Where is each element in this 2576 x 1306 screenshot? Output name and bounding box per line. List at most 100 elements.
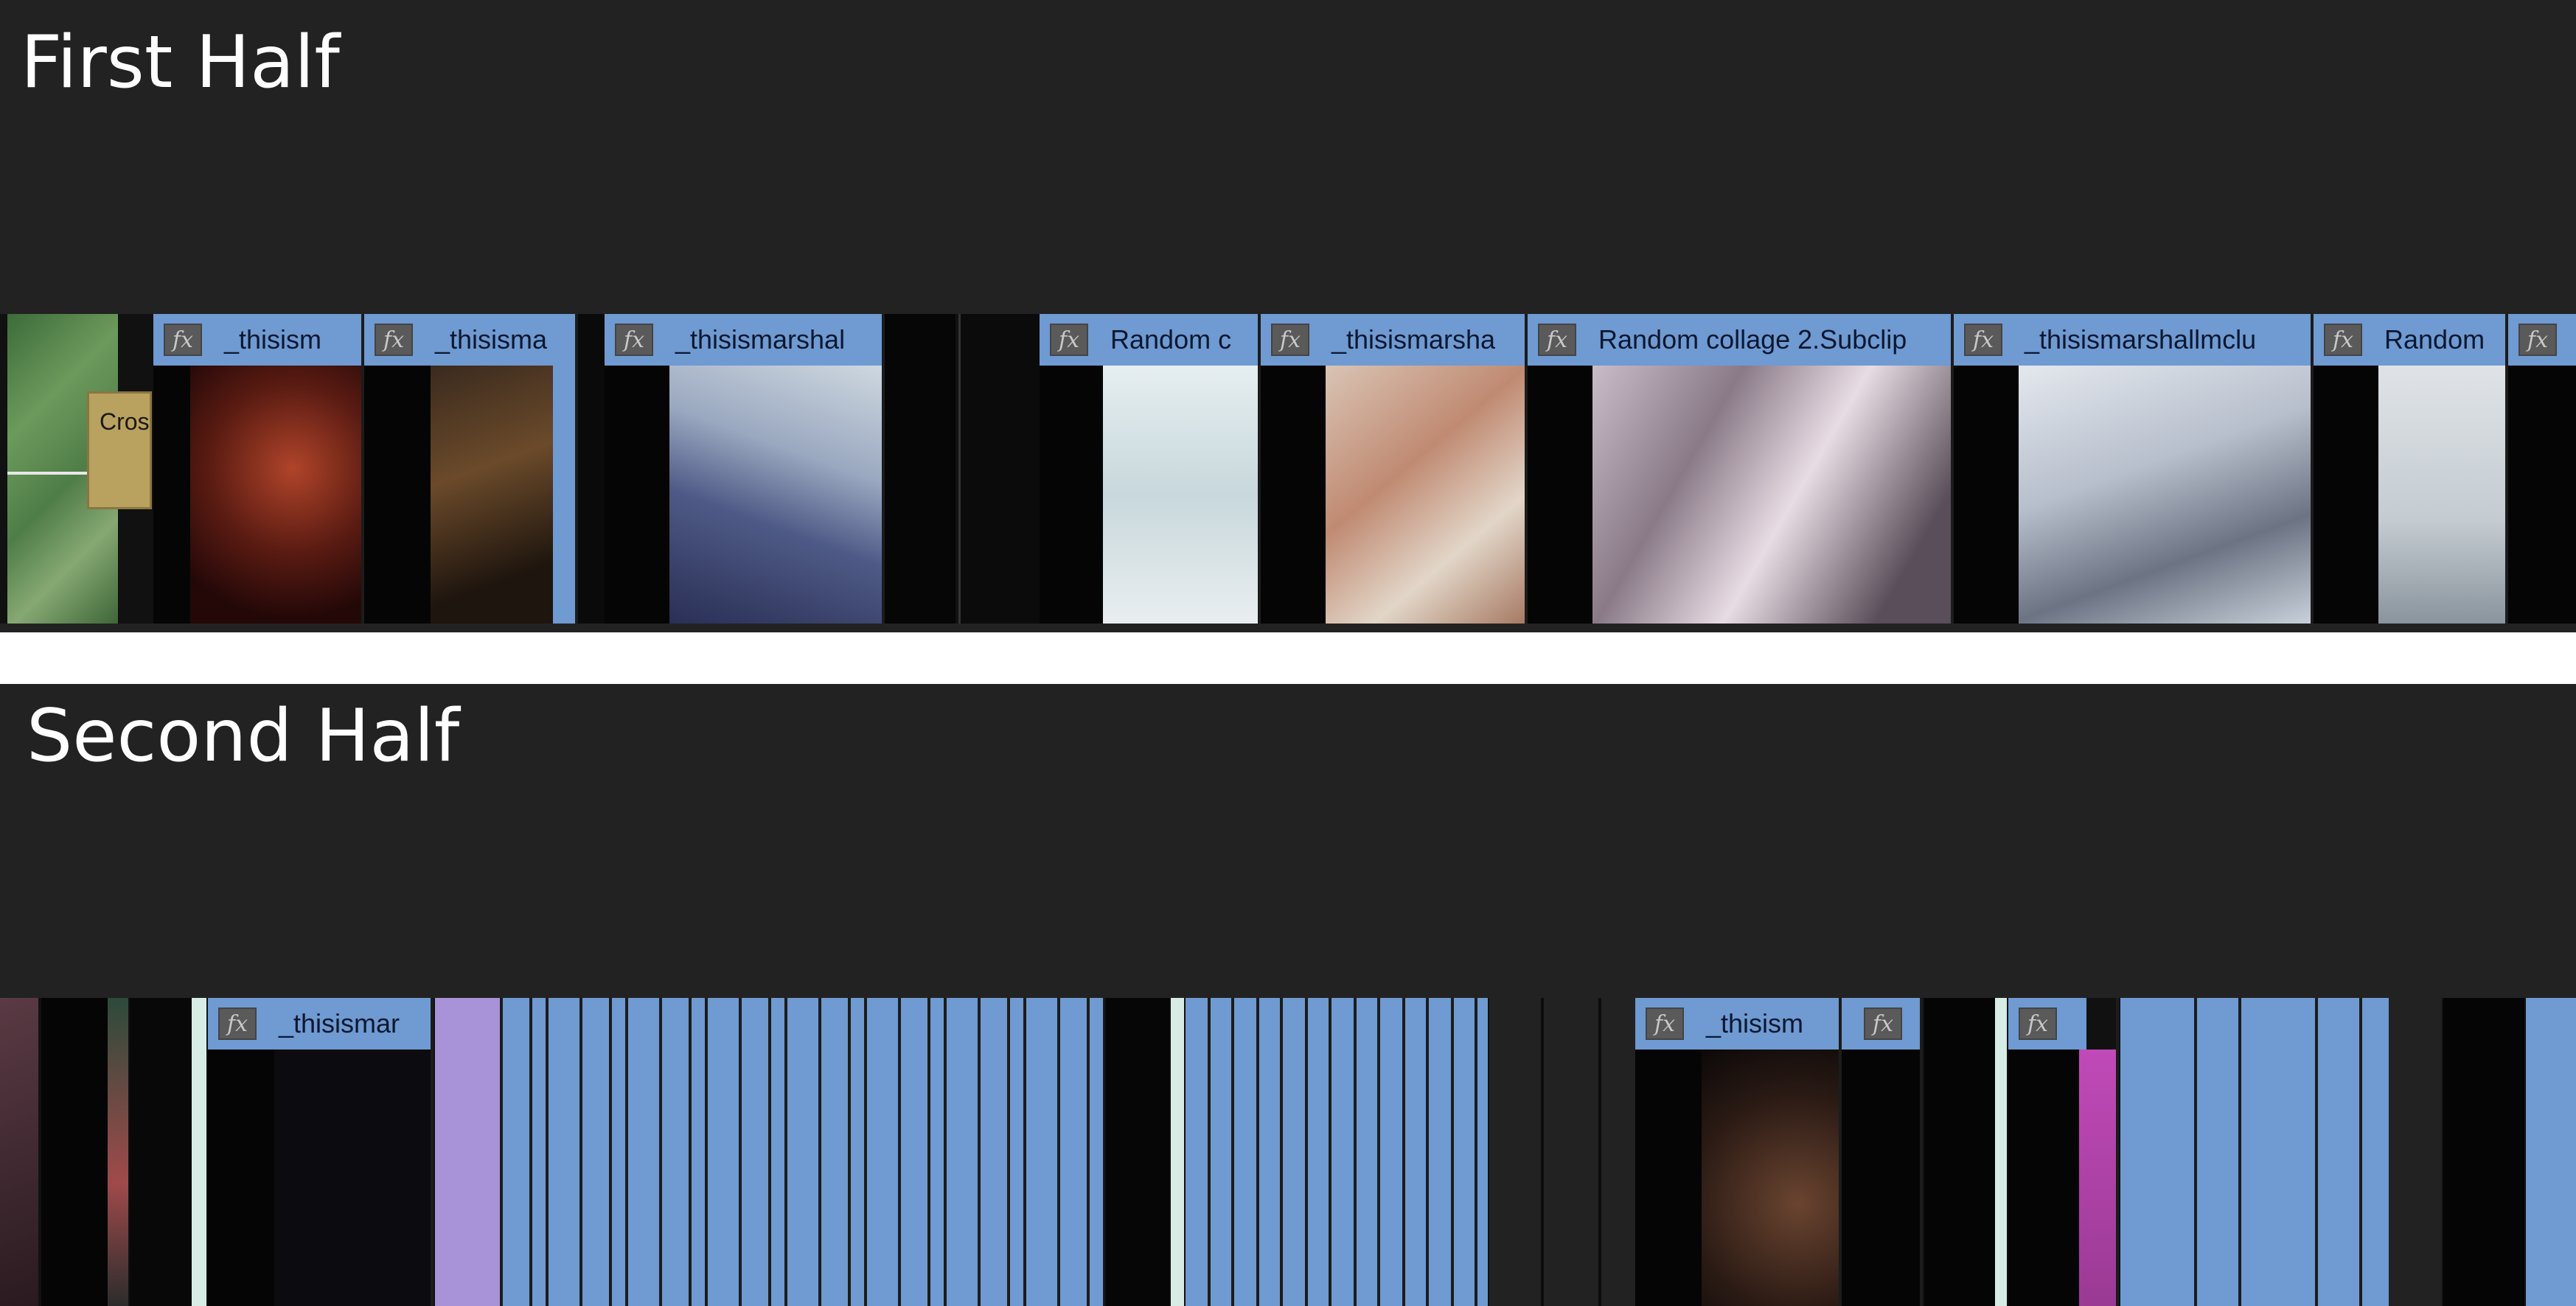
- clip-black-frame: [208, 1050, 274, 1306]
- clip-label: _thisisma: [435, 324, 548, 355]
- clip-label: _thisismar: [279, 1008, 400, 1038]
- clip-black-frame: [1842, 1050, 1920, 1306]
- clip-thumbnail: [1326, 366, 1525, 624]
- track-gap: [1489, 998, 1651, 1306]
- clip-header: fx _thisismarshallmclu: [1954, 314, 2311, 366]
- clip-thumbnail: [1702, 1050, 1839, 1306]
- clip-thumbnail: [2378, 366, 2505, 624]
- fx-badge-icon: fx: [1050, 324, 1088, 356]
- timeline-clip[interactable]: fx: [2508, 314, 2576, 624]
- clip-label: _thisism: [224, 324, 322, 355]
- timeline-clip[interactable]: fx Random c: [1040, 314, 1261, 624]
- clip-header: fx _thisismarshal: [605, 314, 882, 366]
- track-gap: [2443, 998, 2524, 1306]
- blue-clip-group: [2120, 998, 2389, 1306]
- fx-badge-icon: fx: [1964, 324, 2002, 356]
- timeline-clip[interactable]: fx: [1842, 998, 1923, 1306]
- first-half-video-track: Cros fx _thisism fx _thisisma f: [0, 314, 2576, 624]
- clip-black-frame: [2508, 366, 2576, 624]
- clip-thumbnail: [1592, 366, 1951, 624]
- clip-label: Random c: [1110, 324, 1232, 355]
- fx-badge-icon: fx: [375, 324, 413, 356]
- fx-badge-icon: fx: [164, 324, 202, 356]
- clip-header: fx _thisismarsha: [1261, 314, 1525, 366]
- clip-label: _thisismarsha: [1331, 324, 1496, 355]
- clip-tail: [553, 366, 575, 624]
- clip-thumbnail: [108, 998, 128, 1306]
- second-half-panel: Second Half fx _thisismar fx _thisi: [0, 684, 2576, 1306]
- clip-black-frame: [2314, 366, 2378, 624]
- track-gap: [1924, 998, 1995, 1306]
- timeline-clip[interactable]: fx _thisism: [1635, 998, 1842, 1306]
- clip-black-frame: [605, 366, 669, 624]
- map-road-line: [7, 472, 118, 475]
- track-gap: [1106, 998, 1169, 1306]
- clip-header: fx: [2008, 998, 2086, 1050]
- clip-black-frame: [1261, 366, 1326, 624]
- second-half-video-track: fx _thisismar fx _thisism fx: [0, 998, 2576, 1306]
- track-gap: [578, 314, 605, 624]
- first-half-title: First Half: [21, 21, 340, 105]
- track-gap: [130, 998, 192, 1306]
- clip-edge: [1171, 998, 1184, 1306]
- clip-black-frame: [1635, 1050, 1702, 1306]
- clip-edge: [1995, 998, 2007, 1306]
- blue-clip-group: [503, 998, 1104, 1306]
- clip-black-frame: [1528, 366, 1592, 624]
- timeline-clip[interactable]: fx Random collage 2.Subclip: [1528, 314, 1954, 624]
- fx-badge-icon: fx: [218, 1008, 257, 1040]
- track-gap: [2389, 998, 2442, 1306]
- track-gap: [41, 998, 108, 1306]
- clip-black-frame: [364, 366, 431, 624]
- timeline-clip[interactable]: fx: [2008, 998, 2119, 1306]
- clip-label: _thisism: [1706, 1008, 1804, 1038]
- clip-black-frame: [1954, 366, 2019, 624]
- timeline-clip[interactable]: fx _thisism: [153, 314, 364, 624]
- fx-badge-icon: fx: [2518, 324, 2557, 356]
- clip-black-frame: [2008, 1050, 2079, 1306]
- timeline-clip[interactable]: fx _thisismarshal: [605, 314, 885, 624]
- track-gap: [885, 314, 955, 624]
- clip-header: fx Random: [2314, 314, 2505, 366]
- clip-header: fx Random c: [1040, 314, 1258, 366]
- timeline-clip[interactable]: fx _thisismarsha: [1261, 314, 1528, 624]
- clip-header: fx: [1842, 998, 1920, 1050]
- transition-label: Cros: [100, 408, 150, 435]
- timeline-clip[interactable]: fx _thisismarshallmclu: [1954, 314, 2314, 624]
- clip-label: _thisismarshal: [675, 324, 846, 355]
- fx-badge-icon: fx: [1646, 1008, 1684, 1040]
- clip-edge: [192, 998, 206, 1306]
- fx-badge-icon: fx: [615, 324, 653, 356]
- clip-thumbnail: [669, 366, 882, 624]
- clip-header: fx Random collage 2.Subclip: [1528, 314, 1951, 366]
- blue-clip-group: [1186, 998, 1488, 1306]
- adjustment-layer-clip[interactable]: [435, 998, 503, 1306]
- fx-badge-icon: fx: [1271, 324, 1309, 356]
- second-half-title: Second Half: [27, 694, 460, 778]
- clip-header: fx _thisismar: [208, 998, 431, 1050]
- fx-badge-icon: fx: [2019, 1008, 2057, 1040]
- clip-header: fx _thisism: [153, 314, 361, 366]
- clip-header: fx: [2508, 314, 2576, 366]
- timeline-clip[interactable]: [2526, 998, 2576, 1306]
- timeline-clip[interactable]: fx _thisisma: [364, 314, 578, 624]
- fx-badge-icon: fx: [1864, 1008, 1902, 1040]
- timeline-clip[interactable]: fx Random: [2314, 314, 2508, 624]
- track-gap: [958, 314, 1040, 624]
- clip-black-frame: [1040, 366, 1103, 624]
- clip-header: fx _thisisma: [364, 314, 575, 366]
- fx-badge-icon: fx: [2324, 324, 2362, 356]
- clip-thumbnail: [2019, 366, 2311, 624]
- clip-thumbnail: [431, 366, 553, 624]
- clip-thumbnail: [274, 1050, 431, 1306]
- clip-thumbnail: [1103, 366, 1258, 624]
- cross-dissolve-transition[interactable]: Cros: [87, 391, 152, 509]
- clip-black-frame: [153, 366, 190, 624]
- clip-label: Random: [2384, 324, 2485, 355]
- clip-label: _thisismarshallmclu: [2025, 324, 2257, 355]
- clip-thumbnail: [190, 366, 361, 624]
- timeline-clip[interactable]: fx _thisismar: [208, 998, 434, 1306]
- first-half-panel: First Half Cros fx _thisism fx _thisisma: [0, 0, 2576, 632]
- clip-label: Random collage 2.Subclip: [1598, 324, 1907, 355]
- fx-badge-icon: fx: [1538, 324, 1576, 356]
